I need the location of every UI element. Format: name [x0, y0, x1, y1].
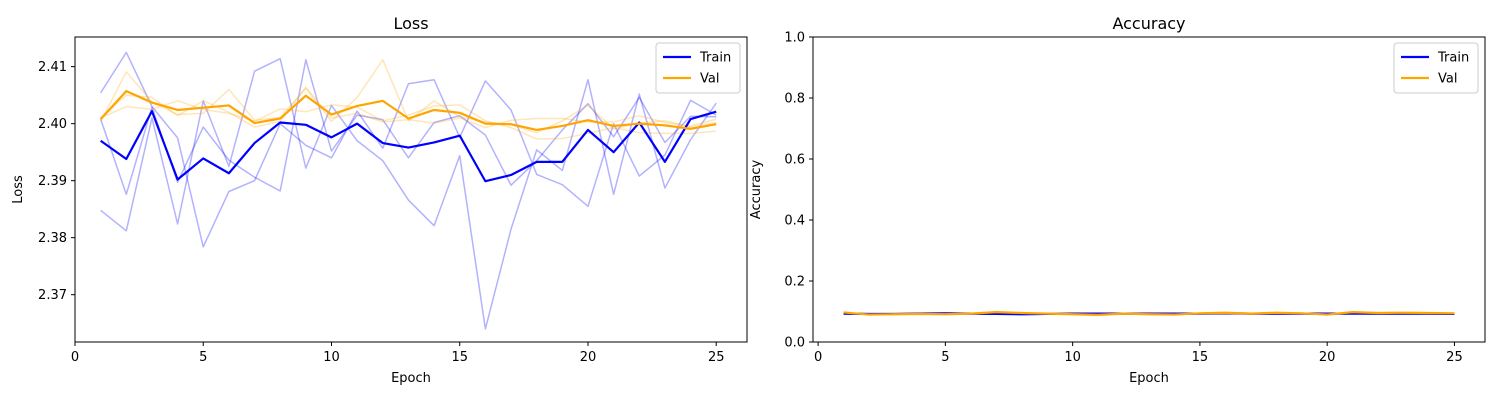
accuracy-x-tick-label: 25 [1446, 350, 1463, 365]
accuracy-x-axis-label: Epoch [1129, 371, 1169, 386]
loss-x-tick-label: 5 [199, 350, 207, 365]
loss-x-tick-label: 15 [451, 350, 468, 365]
accuracy-x-tick-label: 0 [814, 350, 822, 365]
loss-val-run-line [99, 59, 717, 134]
loss-axes-frame [74, 36, 748, 343]
accuracy-y-tick-label: 1.0 [784, 31, 805, 46]
loss-y-tick-label: 2.39 [38, 174, 67, 189]
accuracy-legend-label-train: Train [1437, 51, 1469, 66]
accuracy-legend: Train Val [1393, 42, 1479, 94]
loss-chart: 0 5 10 15 20 25 2.37 2.38 2.39 2.40 2.41 Loss Epoch L… [11, 14, 748, 386]
loss-x-tick-label: 0 [71, 350, 79, 365]
loss-val-mean-line [99, 90, 717, 132]
accuracy-y-tick-label: 0.2 [784, 275, 805, 290]
accuracy-x-tick-label: 15 [1192, 350, 1209, 365]
accuracy-x-tick-label: 10 [1064, 350, 1081, 365]
loss-y-tick-label: 2.38 [38, 231, 67, 246]
accuracy-chart: 0 5 10 15 20 25 0.0 0.2 0.4 0.6 0.8 1.0 Accuracy Epoc… [749, 14, 1486, 386]
loss-val-run-line [100, 100, 717, 140]
loss-y-tick-label: 2.40 [38, 117, 67, 132]
loss-x-tick-label: 20 [580, 350, 597, 365]
loss-train-mean-line [100, 110, 717, 183]
loss-y-tick-label: 2.37 [38, 288, 67, 303]
loss-legend: Train Val [655, 42, 741, 94]
loss-y-tick-label: 2.41 [38, 60, 67, 75]
loss-train-run-line [99, 59, 717, 196]
accuracy-legend-box [1393, 42, 1479, 94]
loss-legend-box [655, 42, 741, 94]
loss-train-run-line [100, 57, 717, 330]
loss-val-run-line [100, 86, 717, 129]
accuracy-x-tick-label: 20 [1319, 350, 1336, 365]
loss-x-axis-label: Epoch [391, 371, 431, 386]
accuracy-legend-label-val: Val [1438, 72, 1457, 87]
accuracy-y-tick-label: 0.6 [784, 153, 805, 168]
accuracy-y-tick-label: 0.8 [784, 92, 805, 107]
accuracy-axes-frame [812, 36, 1486, 343]
loss-x-tick-label: 25 [708, 350, 725, 365]
loss-y-axis-label: Loss [11, 175, 26, 204]
loss-legend-label-train: Train [699, 51, 731, 66]
loss-x-tick-label: 10 [323, 350, 340, 365]
loss-legend-label-val: Val [700, 72, 719, 87]
accuracy-x-tick-label: 5 [941, 350, 949, 365]
accuracy-y-tick-label: 0.0 [784, 336, 805, 351]
loss-title: Loss [393, 14, 428, 33]
accuracy-y-axis-label: Accuracy [749, 160, 764, 220]
loss-train-run-line [100, 51, 717, 248]
accuracy-title: Accuracy [1112, 14, 1185, 33]
accuracy-val-mean-line [843, 311, 1455, 316]
accuracy-y-tick-label: 0.4 [784, 214, 805, 229]
